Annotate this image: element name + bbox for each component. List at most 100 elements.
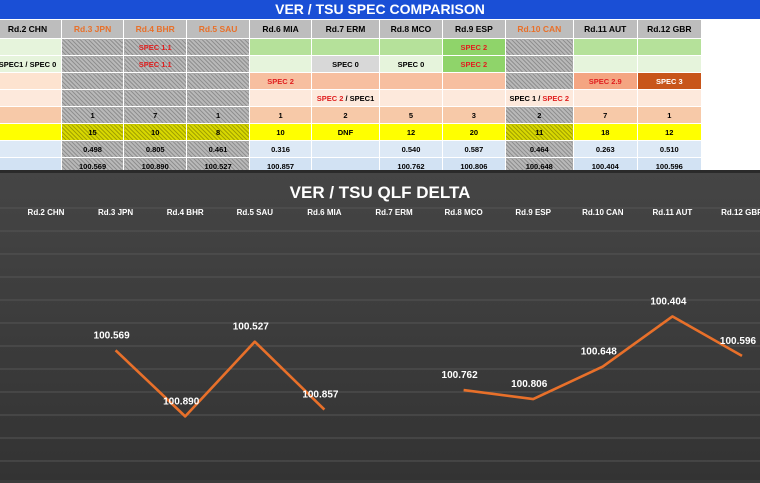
x-tick-label: Rd.2 CHN [28, 208, 65, 217]
table-cell: 0.461 [186, 140, 250, 158]
table-cell [60, 38, 125, 56]
table-cell: 5 [378, 106, 444, 124]
table-cell [186, 38, 250, 56]
table-cell: 100.527 [186, 157, 250, 170]
header-cell: Rd.4 BHR [123, 19, 188, 39]
table-cell: 15 [60, 123, 125, 141]
x-tick-label: Rd.8 MCO [444, 208, 482, 217]
table-cell: 18 [572, 123, 638, 141]
table-row: 100.569 100.890 100.527 100.857 100.762 100.8… [0, 157, 703, 170]
table-cell [186, 55, 250, 73]
table-cell [311, 157, 380, 170]
table-cell: 12 [378, 123, 444, 141]
table-cell [186, 72, 250, 90]
table-cell: 8 [186, 123, 250, 141]
data-label: 100.648 [581, 347, 618, 358]
x-tick-label: Rd.10 CAN [582, 208, 624, 217]
data-label: 100.596 [720, 336, 757, 347]
table-cell [0, 157, 62, 170]
data-label: 100.806 [511, 379, 548, 390]
table-cell: SPEC 3 [636, 72, 703, 90]
table-cell: 0.464 [504, 140, 574, 158]
table-cell [442, 89, 506, 107]
header-cell: Rd.12 GBR [636, 19, 703, 39]
header-cell: Rd.2 CHN [0, 19, 62, 39]
table-row: SPEC 1.1 SPEC 2 [0, 38, 703, 56]
qlf-delta-chart: VER / TSU QLF DELTA Rd.2 CHN Rd.3 JPN Rd.4 … [0, 183, 760, 462]
table-cell: 0.498 [60, 140, 125, 158]
table-cell: SPEC 0 [378, 55, 444, 73]
table-cell: SPEC 0 [311, 55, 380, 73]
table-cell: 0.587 [442, 140, 506, 158]
table-cell: 1 [60, 106, 125, 124]
table-cell: 1 [636, 106, 703, 124]
table-cell: SPEC 2 [248, 72, 313, 90]
table-cell [572, 55, 638, 73]
table-cell [123, 72, 188, 90]
header-cell: Rd.9 ESP [442, 19, 506, 39]
table-cell: 20 [442, 123, 506, 141]
x-tick-label: Rd.11 AUT [653, 208, 693, 217]
table-cell: 100.404 [572, 157, 638, 170]
x-tick-label: Rd.9 ESP [515, 208, 551, 217]
table-cell [0, 89, 62, 107]
table-cell [0, 106, 62, 124]
table-cell: SPEC 1.1 [123, 55, 188, 73]
table-cell: SPEC 1.1 [123, 38, 188, 56]
table-cell [378, 38, 444, 56]
table-cell: SPEC1 / SPEC 0 [0, 55, 62, 73]
table-cell: 0.805 [123, 140, 188, 158]
header-cell: Rd.6 MIA [248, 19, 313, 39]
table-cell: DNF [311, 123, 380, 141]
table-cell [636, 89, 703, 107]
table-cell [123, 89, 188, 107]
series-line [463, 315, 743, 401]
table-cell [311, 38, 380, 56]
data-label: 100.527 [233, 322, 270, 333]
x-tick-label: Rd.7 ERM [375, 208, 413, 217]
table-cell: 100.569 [60, 157, 125, 170]
table-cell: SPEC 2 / SPEC1 [311, 89, 380, 107]
chart-title: VER / TSU QLF DELTA [290, 183, 471, 202]
table-row: 0.498 0.805 0.461 0.316 0.540 0.587 0.464 0.263… [0, 140, 703, 158]
table-cell: 2 [504, 106, 574, 124]
x-tick-label: Rd.3 JPN [98, 208, 133, 217]
table-cell [248, 89, 313, 107]
table-cell [636, 38, 703, 56]
table-cell: 1 [248, 106, 313, 124]
table-cell [572, 38, 638, 56]
table-cell [442, 72, 506, 90]
table-cell [0, 38, 62, 56]
table-cell: SPEC 1 / SPEC 2 [504, 89, 574, 107]
table-cell: 100.648 [504, 157, 574, 170]
table-cell [504, 55, 574, 73]
table-cell: 100.857 [248, 157, 313, 170]
table-row: SPEC1 / SPEC 0 SPEC 1.1 SPEC 0 SPEC 0 SPEC 2 [0, 55, 703, 73]
data-label: 100.857 [302, 390, 339, 401]
spec-table: Rd.2 CHN Rd.3 JPN Rd.4 BHR Rd.5 SAU Rd.6 MIA… [0, 19, 703, 170]
x-tick-label: Rd.4 BHR [167, 208, 204, 217]
table-cell: 11 [504, 123, 574, 141]
table-cell: 3 [442, 106, 506, 124]
table-cell: 0.316 [248, 140, 313, 158]
table-cell [60, 55, 125, 73]
table-cell: 100.806 [442, 157, 506, 170]
table-cell: 10 [123, 123, 188, 141]
table-cell: SPEC 2 [442, 55, 506, 73]
x-tick-label: Rd.6 MIA [307, 208, 341, 217]
table-cell [60, 72, 125, 90]
table-cell [378, 72, 444, 90]
table-cell: 1 [186, 106, 250, 124]
header-cell: Rd.7 ERM [311, 19, 380, 39]
table-cell [572, 89, 638, 107]
table-cell [0, 140, 62, 158]
table-cell: 0.540 [378, 140, 444, 158]
table-cell [0, 123, 62, 141]
table-cell [311, 72, 380, 90]
table-cell [311, 140, 380, 158]
table-cell: 12 [636, 123, 703, 141]
x-tick-label: Rd.12 GBR [721, 208, 760, 217]
data-label: 100.762 [442, 370, 479, 381]
sheet-title: VER / TSU SPEC COMPARISON [0, 0, 760, 19]
